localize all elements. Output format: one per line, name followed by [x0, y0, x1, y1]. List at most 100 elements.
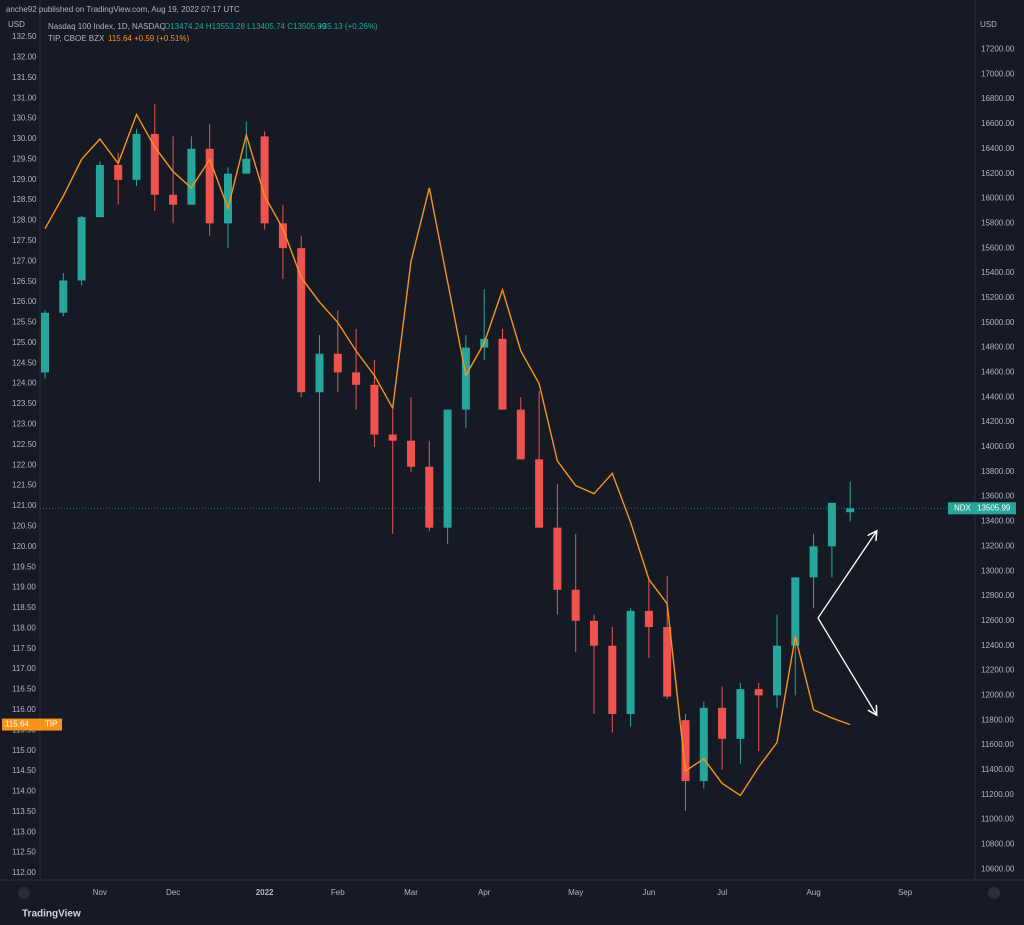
- legend-ndx-ohlc: O13474.24 H13553.28 L13405.74 C13505.99: [164, 22, 327, 31]
- y-tick-label: 113.50: [12, 807, 36, 816]
- candle-body: [95, 164, 104, 218]
- candle-body: [407, 440, 415, 467]
- candle-body: [205, 148, 214, 224]
- y2-tick-label: 13000.00: [981, 566, 1015, 575]
- y-tick-label: 131.50: [12, 73, 37, 82]
- y-tick-label: 113.00: [12, 827, 36, 836]
- y-tick-label: 122.50: [12, 440, 37, 449]
- x-tick-label: Nov: [93, 888, 107, 897]
- y-tick-label: 124.00: [12, 379, 37, 388]
- x-tick-label: Sep: [898, 888, 913, 897]
- tip-tag-value: 115.64: [5, 720, 29, 729]
- y2-tick-label: 14600.00: [981, 368, 1015, 377]
- x-tick-label: Mar: [404, 888, 418, 897]
- y2-tick-label: 11400.00: [981, 765, 1014, 774]
- candle-body: [791, 577, 800, 646]
- candle-body: [809, 546, 818, 578]
- x-tick-label: Aug: [806, 888, 820, 897]
- candle-body: [150, 133, 159, 195]
- tip-line: [44, 112, 851, 797]
- arrow-up: [817, 532, 876, 619]
- y2-tick-label: 13400.00: [981, 517, 1015, 526]
- candle-body: [425, 466, 434, 528]
- candle-body: [773, 645, 781, 696]
- y-tick-label: 119.50: [12, 562, 36, 571]
- y2-tick-label: 14400.00: [981, 392, 1015, 401]
- y2-tick-label: 13800.00: [981, 467, 1015, 476]
- y2-tick-label: 16600.00: [981, 119, 1015, 128]
- candle-body: [315, 353, 324, 393]
- candle-body: [461, 347, 470, 410]
- candle-body: [352, 372, 361, 385]
- candle-body: [590, 620, 598, 646]
- y2-tick-label: 11800.00: [981, 715, 1014, 724]
- x-tick-label: Dec: [166, 888, 180, 897]
- y-tick-label: 127.00: [12, 256, 37, 265]
- x-tick-label: Jul: [717, 888, 727, 897]
- y2-tick-label: 16000.00: [981, 194, 1015, 203]
- candle-body: [754, 689, 763, 696]
- y-tick-label: 124.50: [12, 358, 37, 367]
- candle-body: [681, 720, 690, 782]
- legend-tip-last: 115.64: [108, 34, 132, 43]
- candle-body: [443, 409, 452, 528]
- last-price-tag-name: NDX: [954, 503, 972, 512]
- y2-tick-label: 15400.00: [981, 268, 1015, 277]
- y2-tick-label: 13600.00: [981, 492, 1015, 501]
- y-tick-label: 120.50: [12, 521, 37, 530]
- y-tick-label: 127.50: [12, 236, 37, 245]
- y2-tick-label: 12600.00: [981, 616, 1015, 625]
- y-tick-label: 119.00: [12, 583, 36, 592]
- publisher: anche92 published on TradingView.com, Au…: [6, 5, 240, 14]
- legend-tip: TIP, CBOE BZX: [48, 34, 105, 43]
- y-tick-label: 117.00: [12, 664, 36, 673]
- y-tick-label: 128.00: [12, 216, 37, 225]
- candle-body: [736, 689, 745, 739]
- candle-body: [498, 338, 507, 410]
- candle-body: [553, 527, 562, 590]
- candle-body: [333, 353, 342, 373]
- y-tick-label: 118.50: [12, 603, 36, 612]
- y2-tick-label: 11200.00: [981, 790, 1014, 799]
- x-tick-label: Jun: [642, 888, 655, 897]
- y-tick-label: 118.00: [12, 623, 36, 632]
- y2-tick-label: 12000.00: [981, 690, 1015, 699]
- candle-body: [59, 280, 68, 313]
- x-tick-label: May: [568, 888, 583, 897]
- candle-body: [516, 409, 525, 460]
- candle-body: [278, 223, 287, 249]
- x-tick-label: Feb: [331, 888, 345, 897]
- y2-tick-label: 10600.00: [981, 864, 1015, 873]
- y-tick-label: 128.50: [12, 195, 37, 204]
- y-tick-label: 116.50: [12, 685, 36, 694]
- y2-tick-label: 12200.00: [981, 666, 1015, 675]
- auto-button[interactable]: [988, 887, 1000, 899]
- y2-tick-label: 13200.00: [981, 541, 1015, 550]
- candle-body: [260, 136, 269, 224]
- y2-tick-label: 16400.00: [981, 144, 1015, 153]
- y-tick-label: 112.50: [12, 848, 36, 857]
- candle-body: [663, 627, 672, 697]
- y-tick-label: 129.00: [12, 175, 37, 184]
- y-tick-label: 130.00: [12, 134, 37, 143]
- y-tick-label: 116.00: [12, 705, 36, 714]
- y-tick-label: 122.00: [12, 460, 37, 469]
- y-tick-label: 125.50: [12, 318, 37, 327]
- zoom-button[interactable]: [18, 887, 30, 899]
- tip-tag: [2, 718, 62, 731]
- y-axis-unit: USD: [8, 20, 25, 29]
- candle-body: [132, 133, 141, 180]
- y2-tick-label: 14200.00: [981, 417, 1015, 426]
- candle-body: [41, 312, 49, 373]
- candle-body: [699, 707, 708, 782]
- candle-body: [297, 248, 306, 393]
- y-tick-label: 117.50: [12, 644, 36, 653]
- y2-tick-label: 16200.00: [981, 169, 1015, 178]
- y-tick-label: 114.50: [12, 766, 36, 775]
- candle-body: [187, 148, 196, 205]
- y2-tick-label: 15200.00: [981, 293, 1015, 302]
- x-tick-label: 2022: [256, 888, 274, 897]
- y-tick-label: 125.00: [12, 338, 37, 347]
- legend-ndx: Nasdaq 100 Index, 1D, NASDAQ: [48, 22, 166, 31]
- candle-body: [571, 589, 580, 621]
